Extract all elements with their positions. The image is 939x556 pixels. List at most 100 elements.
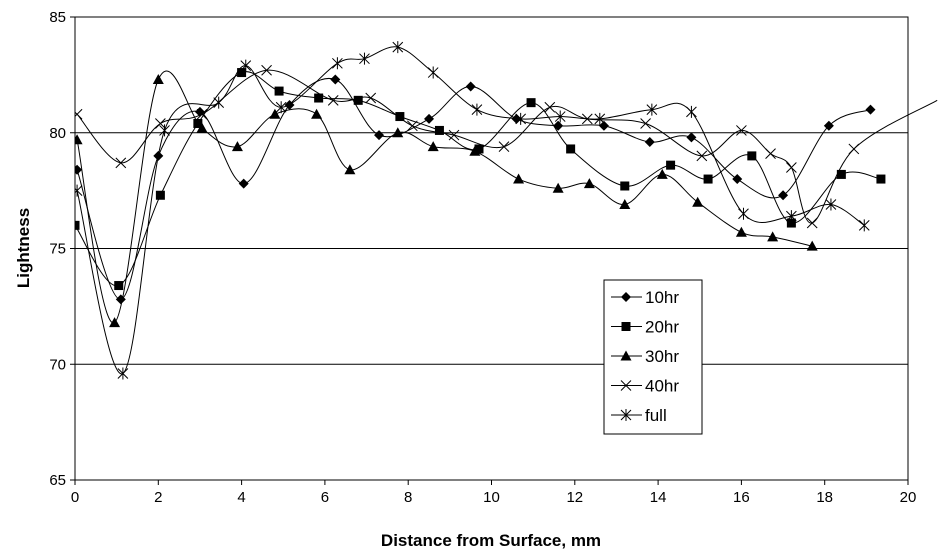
x-tick-label: 2: [154, 489, 162, 506]
data-point: [75, 220, 80, 230]
x-axis-title: Distance from Surface, mm: [381, 531, 601, 550]
data-point: [786, 162, 797, 173]
data-point: [836, 169, 846, 179]
data-point: [666, 160, 676, 170]
x-tick-label: 10: [483, 489, 500, 506]
data-point: [152, 74, 164, 85]
gridlines: [75, 16, 908, 481]
x-tick-label: 0: [71, 489, 79, 506]
data-point: [75, 134, 83, 145]
legend-item: 40hr: [611, 377, 679, 396]
legend-label: 10hr: [645, 288, 679, 307]
data-point: [114, 281, 124, 291]
data-point: [327, 94, 339, 106]
data-point: [778, 190, 789, 201]
data-point: [686, 132, 697, 143]
data-point: [231, 141, 243, 152]
y-tick-label: 70: [49, 356, 66, 373]
data-point: [767, 231, 779, 242]
data-point: [353, 95, 363, 105]
legend-label: 40hr: [645, 377, 679, 396]
data-point: [806, 240, 818, 251]
data-point: [196, 122, 208, 133]
data-point: [515, 112, 527, 125]
y-tick-label: 65: [49, 472, 66, 489]
data-point: [544, 101, 556, 113]
data-point: [117, 367, 129, 380]
legend-item: 30hr: [611, 347, 679, 366]
data-point: [155, 190, 165, 200]
data-point: [465, 81, 476, 92]
data-point: [274, 86, 284, 96]
legend-item: 10hr: [611, 288, 679, 307]
data-point: [330, 74, 341, 85]
data-point: [786, 210, 797, 223]
data-point: [392, 127, 404, 138]
series-40hr: [75, 64, 938, 229]
data-point: [498, 141, 510, 152]
data-point: [159, 124, 170, 137]
data-point: [75, 184, 83, 197]
data-point: [474, 144, 484, 154]
data-point: [332, 57, 343, 70]
series-10hr: [75, 74, 876, 305]
x-tick-label: 12: [566, 489, 583, 506]
data-point: [424, 113, 435, 124]
data-point: [469, 145, 481, 156]
data-point: [747, 151, 757, 161]
data-point: [619, 199, 631, 210]
data-point: [314, 93, 324, 103]
data-point: [620, 181, 630, 191]
data-point: [552, 182, 564, 193]
y-axis-title: Lightness: [14, 208, 33, 288]
data-point: [786, 218, 796, 228]
data-point: [732, 174, 743, 185]
data-point: [692, 196, 704, 207]
data-point: [526, 98, 536, 108]
data-point: [75, 108, 83, 120]
data-point: [554, 110, 566, 123]
data-point: [213, 96, 225, 109]
legend-marker: [620, 409, 632, 421]
data-point: [865, 104, 876, 115]
data-point: [365, 92, 377, 104]
legend: 10hr 20hr 30hr 40hr full: [603, 279, 703, 435]
data-point: [823, 120, 834, 131]
data-point: [513, 173, 525, 184]
data-point: [269, 108, 281, 119]
data-point: [765, 148, 776, 159]
data-point: [75, 164, 83, 175]
data-point: [735, 226, 747, 237]
data-point: [261, 64, 272, 76]
legend-marker: [620, 350, 632, 361]
y-tick-label: 85: [49, 9, 66, 26]
data-point: [876, 174, 886, 184]
y-tick-label: 75: [49, 241, 66, 258]
data-point: [434, 125, 444, 135]
data-point: [598, 120, 609, 131]
legend-marker: [621, 322, 631, 331]
data-point: [448, 129, 460, 141]
data-point: [858, 219, 870, 232]
data-point: [237, 68, 247, 78]
data-point: [115, 157, 127, 169]
data-point: [848, 143, 860, 155]
legend-marker: [621, 292, 631, 302]
data-point: [407, 120, 418, 132]
data-point: [238, 178, 249, 189]
x-tick-label: 4: [237, 489, 245, 506]
data-point: [640, 118, 651, 129]
x-tick-label: 20: [900, 489, 917, 506]
legend-box: [603, 279, 703, 435]
legend-item: full: [611, 406, 667, 425]
legend-item: 20hr: [611, 318, 679, 337]
legend-label: 20hr: [645, 318, 679, 337]
data-point: [806, 217, 818, 229]
data-point: [359, 52, 370, 65]
data-point: [344, 164, 356, 175]
data-point: [427, 141, 439, 152]
data-point: [275, 101, 287, 114]
data-point: [736, 125, 747, 136]
y-tick-label: 80: [49, 125, 66, 142]
